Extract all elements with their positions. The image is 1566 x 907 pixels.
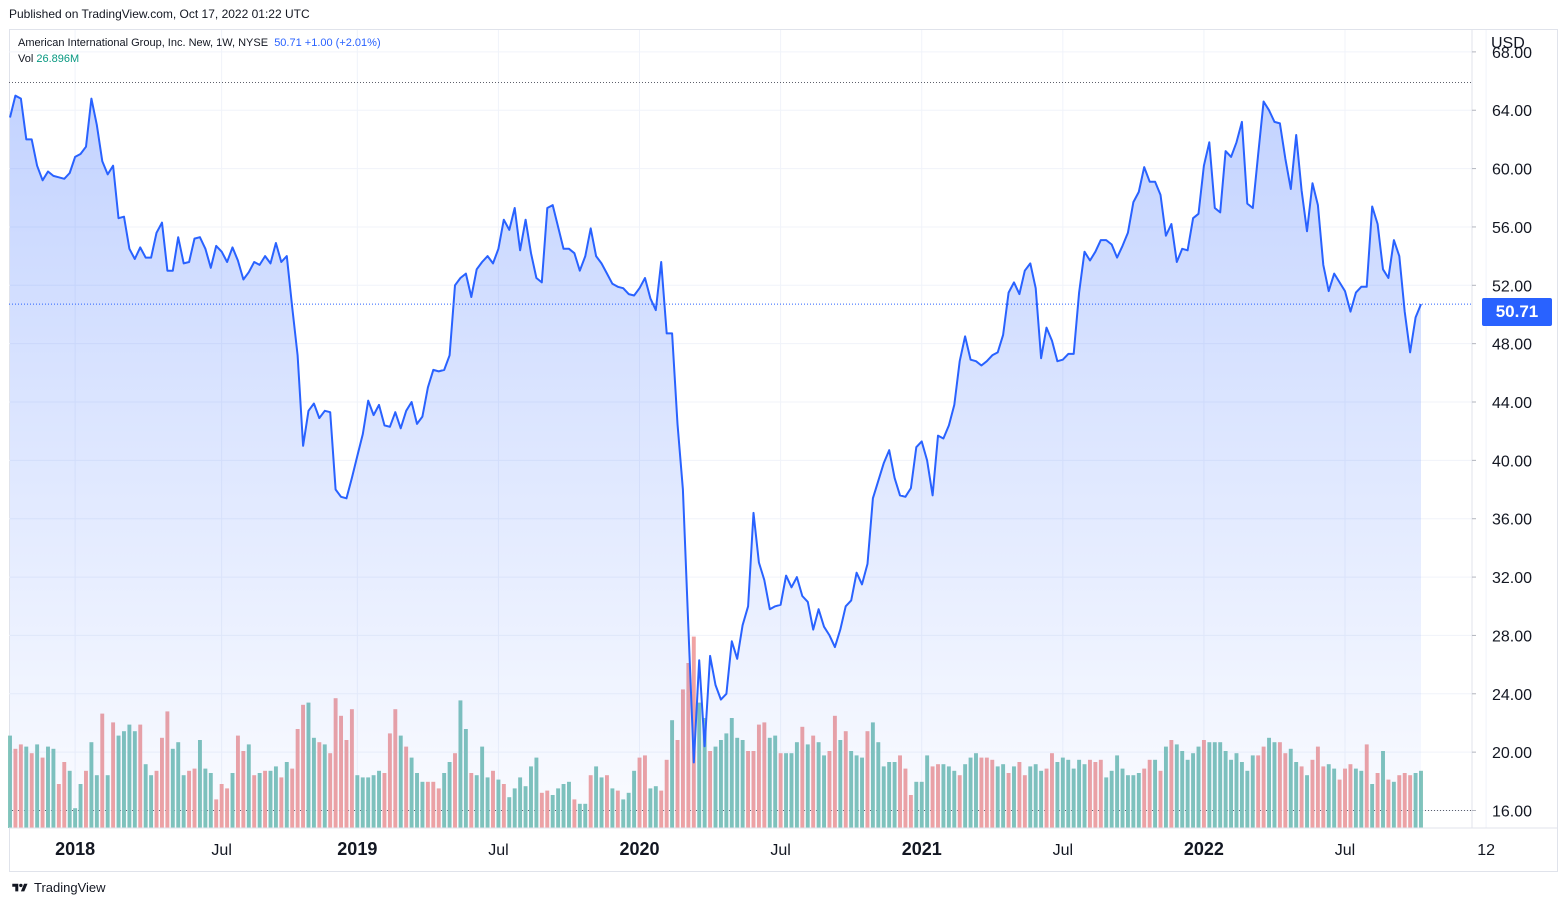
legend-change: +1.00 (+2.01%) [304, 37, 381, 49]
x-tick-label: 2020 [619, 839, 659, 859]
x-tick-label: Jul [1053, 842, 1073, 859]
legend: American International Group, Inc. New, … [18, 35, 381, 67]
published-note: Published on TradingView.com, Oct 17, 20… [9, 7, 310, 21]
x-tick-label: Jul [1335, 842, 1355, 859]
y-tick-label: 52.00 [1492, 278, 1532, 295]
legend-symbol: American International Group, Inc. New, … [18, 37, 269, 49]
x-tick-label: 2022 [1184, 839, 1224, 859]
legend-vol-label: Vol [18, 53, 34, 65]
last-price-badge: 50.71 [1482, 298, 1552, 326]
y-tick-label: 24.00 [1492, 687, 1532, 704]
y-tick-label: 44.00 [1492, 395, 1532, 412]
currency-label[interactable]: USD [1491, 35, 1525, 52]
y-tick-label: 40.00 [1492, 453, 1532, 470]
y-tick-label: 68.00 [1492, 45, 1532, 62]
legend-price: 50.71 [274, 37, 302, 49]
footer-brand[interactable]: TradingView [10, 880, 106, 895]
y-tick-label: 60.00 [1492, 162, 1532, 179]
y-tick-label: 20.00 [1492, 745, 1532, 762]
y-tick-label: 16.00 [1492, 803, 1532, 820]
x-tick-label: Jul [211, 842, 231, 859]
x-tick-label: 2021 [902, 839, 942, 859]
y-tick-label: 64.00 [1492, 103, 1532, 120]
volume-bar [691, 636, 696, 828]
y-tick-label: 32.00 [1492, 570, 1532, 587]
price-axis-ticks: 16.00 20.00 24.00 28.00 32.00 36.00 40.00 44.00… [1472, 45, 1532, 820]
x-tick-label: Jul [770, 842, 790, 859]
tradingview-logo-icon [12, 883, 28, 891]
y-tick-label: 48.00 [1492, 337, 1532, 354]
price-line [9, 94, 1422, 764]
x-tick-label: Jul [488, 842, 508, 859]
x-tick-label: 2019 [337, 839, 377, 859]
y-tick-label: 56.00 [1492, 220, 1532, 237]
x-tick-label: 12 [1477, 842, 1495, 859]
x-tick-label: 2018 [55, 839, 95, 859]
time-axis-ticks: 2018 Jul 2019 Jul 2020 Jul 2021 Jul 2022 Jul 12 [55, 839, 1495, 859]
price-area [10, 95, 1421, 829]
y-tick-label: 36.00 [1492, 512, 1532, 529]
y-tick-label: 28.00 [1492, 628, 1532, 645]
footer-brand-text: TradingView [34, 880, 106, 895]
legend-vol-value: 26.896M [36, 53, 80, 65]
